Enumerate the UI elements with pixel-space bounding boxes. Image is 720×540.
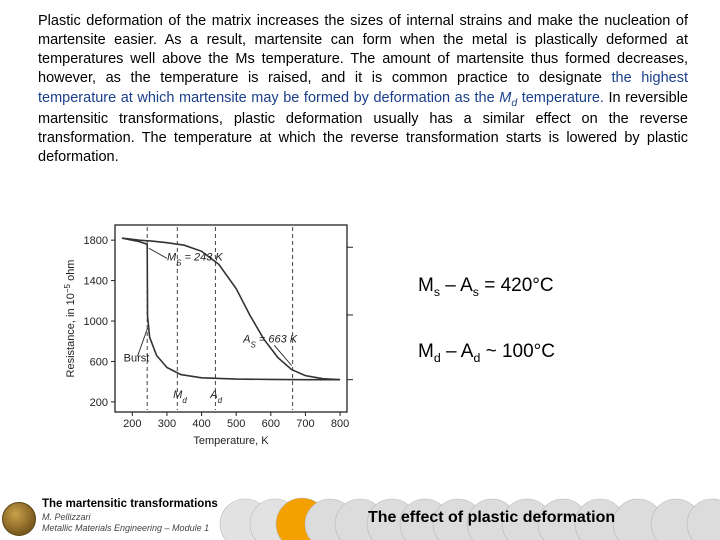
para-md-M: M [499,90,511,106]
eq1-M: M [418,275,434,296]
para-seg1: Plastic deformation of the matrix increa… [38,13,688,86]
university-logo-icon [2,502,36,536]
eq2-d: d [434,351,441,365]
svg-text:400: 400 [192,418,210,430]
svg-text:1000: 1000 [84,316,108,328]
equation-1: Ms – As = 420°C [418,275,555,299]
footer-left-block: The martensitic transformations M. Pelli… [42,497,218,534]
svg-text:Resistance, in 10−5 ohm: Resistance, in 10−5 ohm [63,260,78,378]
equation-2: Md – Ad ~ 100°C [418,341,555,365]
svg-text:Md: Md [173,389,187,405]
footer-bar: The martensitic transformations M. Pelli… [0,492,720,540]
eq1-A: – A [440,275,473,296]
svg-text:1400: 1400 [84,276,108,288]
equations-block: Ms – As = 420°C Md – Ad ~ 100°C [418,275,555,407]
svg-text:800: 800 [331,418,349,430]
svg-text:600: 600 [90,356,108,368]
footer-author: M. Pellizzari [42,512,218,523]
hysteresis-chart: 200 300 400 500 600 700 800 200 600 1000 1400 1800 T… [60,215,365,450]
svg-text:200: 200 [123,418,141,430]
para-seg4-blue: temperature. [517,90,604,106]
body-paragraph: Plastic deformation of the matrix increa… [38,12,688,168]
svg-text:300: 300 [158,418,176,430]
svg-text:200: 200 [90,397,108,409]
svg-text:700: 700 [296,418,314,430]
eq2-val: ~ 100°C [480,341,555,362]
footer-course: Metallic Materials Engineering – Module … [42,523,218,534]
footer-topic: The martensitic transformations [42,497,218,511]
eq2-A: – A [441,341,474,362]
eq2-M: M [418,341,434,362]
svg-text:Burst: Burst [124,352,150,364]
svg-text:Temperature, K: Temperature, K [193,435,269,447]
eq1-val: = 420°C [479,275,554,296]
slide-title: The effect of plastic deformation [368,509,615,527]
svg-text:1800: 1800 [84,235,108,247]
svg-text:600: 600 [262,418,280,430]
svg-text:500: 500 [227,418,245,430]
